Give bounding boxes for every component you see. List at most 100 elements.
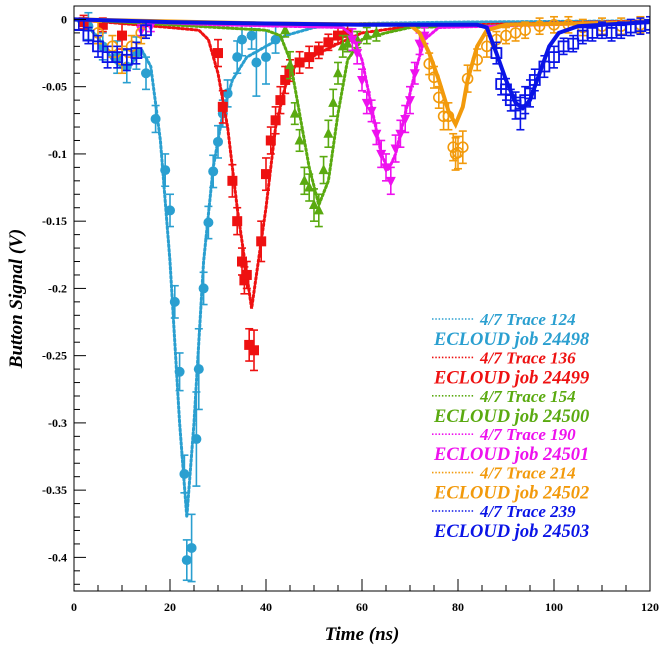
data-point [97,19,108,30]
data-point [442,110,455,123]
data-point [160,165,171,176]
series-layer [74,11,650,583]
data-point [294,134,305,145]
data-point [366,106,377,117]
data-point [237,256,247,267]
data-point [333,30,343,41]
data-point [304,52,315,63]
data-point [342,37,353,48]
data-point [275,95,286,106]
data-point [490,47,503,59]
data-point [347,35,358,46]
data-point [567,37,580,50]
data-point [265,135,276,146]
x-tick-label: 80 [452,600,464,614]
model-curve [74,17,650,309]
legend-trace-label: 4/7 Trace 214 [479,464,576,483]
data-point [186,542,197,553]
data-point [533,20,546,32]
data-point [120,53,133,66]
data-point [203,217,214,228]
data-point [299,174,310,185]
data-point [361,29,372,40]
data-point [519,24,532,37]
data-point [313,45,324,56]
data-point [323,37,334,48]
legend-model-label: ECLOUD job 24503 [433,522,589,542]
legend-model-label: ECLOUD job 24499 [433,368,589,388]
data-point [548,19,560,31]
data-point [150,113,161,124]
data-point [130,47,143,59]
x-tick-label: 120 [641,600,659,614]
y-tick-label: -0.15 [42,214,67,228]
data-point [232,216,243,227]
data-point [405,96,415,107]
data-point [140,24,152,37]
y-tick-label: -0.05 [42,80,67,94]
data-point [328,96,339,107]
data-point [213,48,223,59]
data-point [357,75,367,86]
data-point [179,469,190,479]
data-point [390,144,401,155]
data-point [222,88,233,99]
data-point [270,115,281,126]
data-point [270,34,281,45]
legend-trace-label: 4/7 Trace 154 [479,387,576,406]
data-point [208,166,219,177]
data-point [237,34,247,45]
data-point [371,129,382,140]
data-point [241,269,252,280]
y-tick-label: -0.35 [42,483,67,497]
x-tick-label: 60 [356,600,368,614]
y-tick-label: -0.3 [48,416,67,430]
x-tick-label: 40 [260,600,272,614]
data-point [232,52,243,63]
data-point [318,164,329,175]
data-point [198,283,209,294]
data-point [213,136,223,147]
legend-trace-label: 4/7 Trace 190 [479,425,576,444]
data-point [381,163,391,174]
data-point [256,236,267,247]
data-point [181,555,192,566]
data-point [217,101,228,112]
data-point [261,169,271,180]
data-point [361,98,372,109]
data-point [280,24,291,35]
legend-model-label: ECLOUD job 24502 [433,484,589,504]
data-point [471,53,484,66]
data-point [333,67,343,78]
data-point [548,51,560,64]
data-point [385,176,396,187]
data-point [193,364,204,375]
data-point [461,72,474,85]
data-point [313,204,324,215]
y-tick-label: -0.4 [48,550,67,564]
data-point [352,49,363,60]
x-tick-label: 0 [71,600,77,614]
data-point [538,60,551,73]
data-point [82,29,95,42]
x-tick-label: 100 [545,600,563,614]
data-point [251,57,262,68]
x-axis-title: Time (ns) [325,624,400,645]
series-4 [74,17,650,196]
y-axis-title: Button Signal (V) [6,229,27,369]
data-point [337,40,348,51]
data-point [191,434,202,445]
data-point [285,59,295,70]
data-point [371,26,382,37]
data-point [456,141,469,154]
x-tick-label: 20 [164,600,176,614]
data-point [239,275,250,286]
data-point [376,149,387,160]
data-point [528,74,541,86]
legend-trace-label: 4/7 Trace 124 [479,310,576,329]
y-tick-label: 0 [61,12,67,26]
data-point [524,87,536,100]
data-point [227,175,238,186]
